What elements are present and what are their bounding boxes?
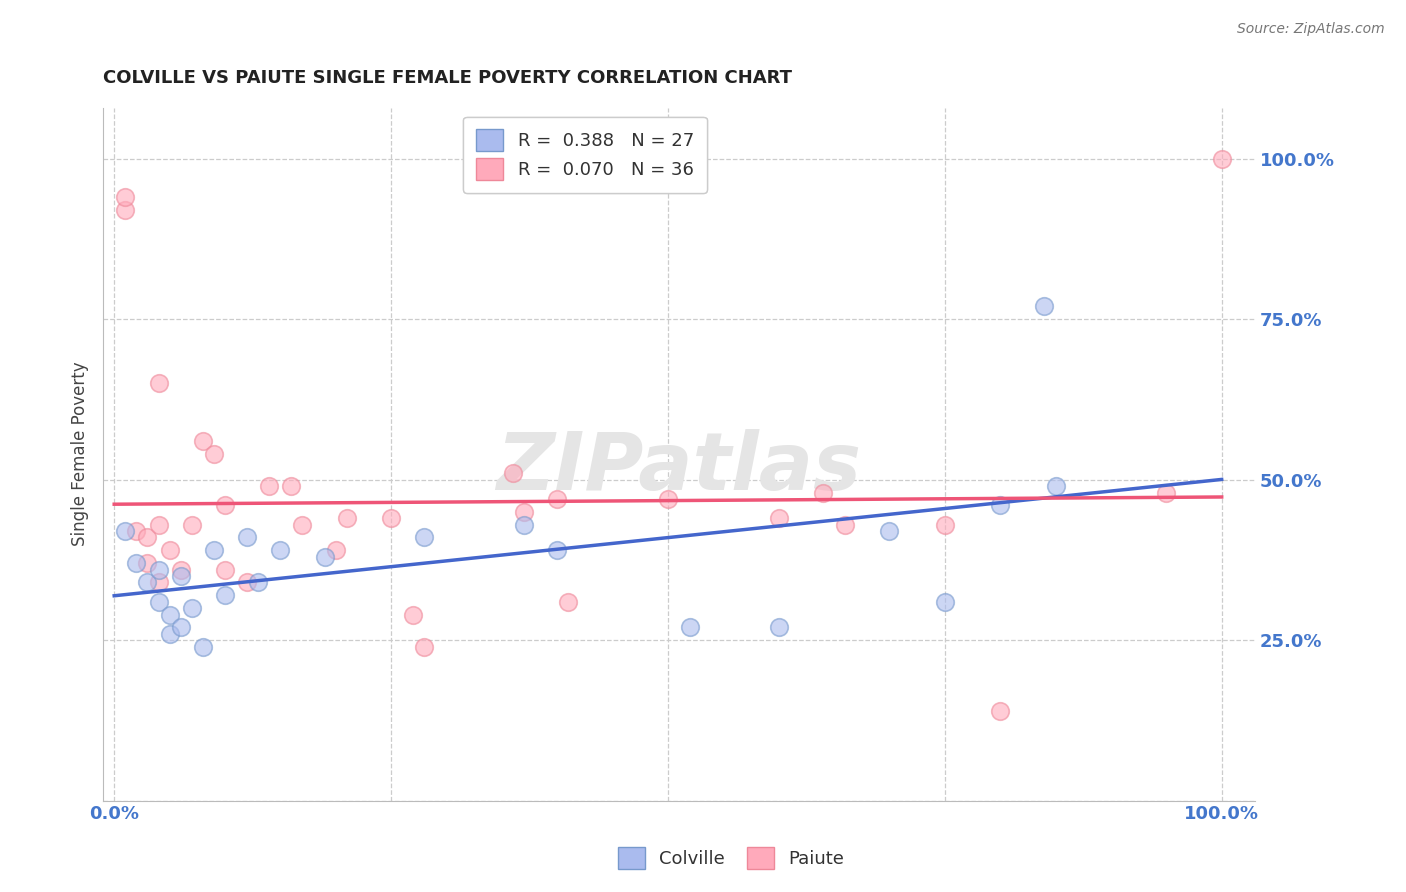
Point <box>214 499 236 513</box>
Text: COLVILLE VS PAIUTE SINGLE FEMALE POVERTY CORRELATION CHART: COLVILLE VS PAIUTE SINGLE FEMALE POVERTY… <box>103 69 792 87</box>
Point <box>811 485 834 500</box>
Point <box>269 543 291 558</box>
Point <box>413 640 436 654</box>
Point <box>314 549 336 564</box>
Point <box>191 434 214 449</box>
Point <box>1211 152 1233 166</box>
Point <box>546 543 568 558</box>
Point <box>1156 485 1178 500</box>
Point <box>191 640 214 654</box>
Point <box>402 607 425 622</box>
Point <box>657 491 679 506</box>
Point <box>513 505 536 519</box>
Point <box>502 467 524 481</box>
Point <box>159 543 181 558</box>
Point <box>280 479 302 493</box>
Point <box>1045 479 1067 493</box>
Point <box>136 531 159 545</box>
Point <box>169 620 191 634</box>
Point <box>148 517 170 532</box>
Point <box>679 620 702 634</box>
Legend: R =  0.388   N = 27, R =  0.070   N = 36: R = 0.388 N = 27, R = 0.070 N = 36 <box>464 117 706 193</box>
Point <box>336 511 359 525</box>
Point <box>202 543 225 558</box>
Point <box>214 588 236 602</box>
Point <box>214 563 236 577</box>
Point <box>557 595 579 609</box>
Text: ZIPatlas: ZIPatlas <box>496 429 862 507</box>
Point <box>148 595 170 609</box>
Point <box>180 601 202 615</box>
Point <box>180 517 202 532</box>
Point <box>125 524 148 538</box>
Point <box>879 524 901 538</box>
Point <box>114 203 136 218</box>
Point <box>413 531 436 545</box>
Point <box>325 543 347 558</box>
Point <box>236 531 259 545</box>
Point <box>236 575 259 590</box>
Y-axis label: Single Female Poverty: Single Female Poverty <box>72 362 89 547</box>
Point <box>136 575 159 590</box>
Point <box>768 620 790 634</box>
Point <box>247 575 270 590</box>
Legend: Colville, Paiute: Colville, Paiute <box>610 839 852 876</box>
Point <box>114 190 136 204</box>
Point <box>136 556 159 570</box>
Point <box>202 447 225 461</box>
Text: Source: ZipAtlas.com: Source: ZipAtlas.com <box>1237 22 1385 37</box>
Point <box>1033 300 1056 314</box>
Point <box>513 517 536 532</box>
Point <box>125 556 148 570</box>
Point <box>148 563 170 577</box>
Point <box>934 595 956 609</box>
Point <box>380 511 402 525</box>
Point <box>169 569 191 583</box>
Point <box>291 517 314 532</box>
Point <box>159 607 181 622</box>
Point <box>546 491 568 506</box>
Point <box>259 479 281 493</box>
Point <box>834 517 856 532</box>
Point <box>148 575 170 590</box>
Point <box>988 499 1011 513</box>
Point <box>169 563 191 577</box>
Point <box>768 511 790 525</box>
Point <box>159 626 181 640</box>
Point <box>114 524 136 538</box>
Point <box>934 517 956 532</box>
Point <box>148 376 170 391</box>
Point <box>988 704 1011 718</box>
